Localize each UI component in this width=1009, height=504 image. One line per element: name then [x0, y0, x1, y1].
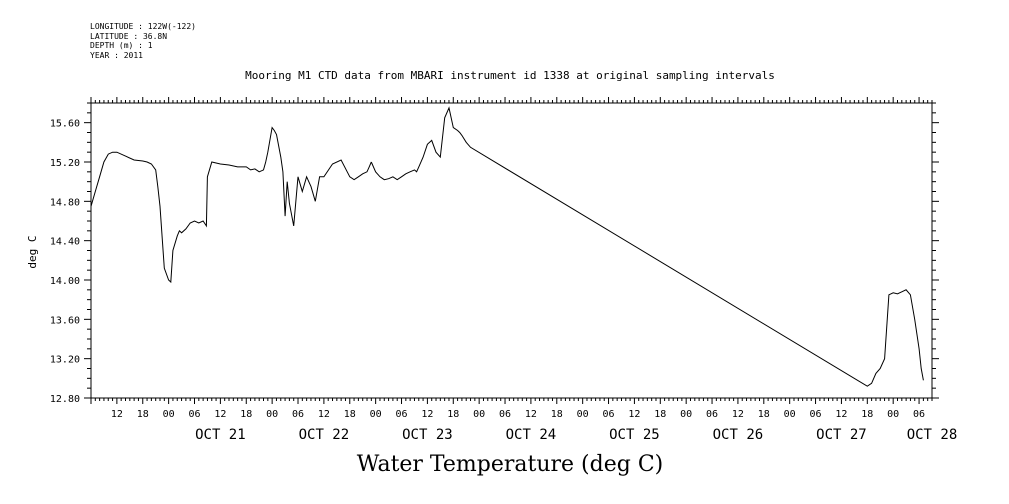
x-hour-tick-label: 18: [240, 409, 252, 420]
depth-label: DEPTH (m) : 1: [90, 41, 153, 50]
x-hour-tick-label: 18: [137, 409, 149, 420]
x-hour-tick-label: 00: [577, 409, 589, 420]
longitude-label: LONGITUDE : 122W(-122): [90, 22, 196, 31]
x-day-label: OCT 24: [506, 427, 557, 443]
x-hour-tick-label: 00: [680, 409, 692, 420]
x-day-label: OCT 21: [195, 427, 246, 443]
temperature-series-line: [90, 126, 372, 284]
y-tick-label: 14.00: [50, 276, 80, 287]
x-hour-tick-label: 06: [706, 409, 718, 420]
y-tick-label: 13.20: [50, 355, 80, 366]
x-hour-tick-label: 12: [525, 409, 537, 420]
figure-caption: Water Temperature (deg C): [356, 452, 664, 477]
x-day-label: OCT 27: [816, 427, 867, 443]
x-hour-tick-label: 12: [421, 409, 433, 420]
x-hour-tick-label: 18: [654, 409, 666, 420]
y-axis-label: deg C: [26, 235, 39, 268]
y-tick-label: 15.60: [50, 119, 80, 130]
y-tick-label: 13.60: [50, 315, 80, 326]
temperature-series-line: [370, 106, 924, 387]
x-hour-tick-label: 18: [758, 409, 770, 420]
chart-title: Mooring M1 CTD data from MBARI instrumen…: [245, 69, 775, 82]
x-hour-tick-label: 06: [913, 409, 925, 420]
x-day-label: OCT 23: [402, 427, 453, 443]
x-hour-tick-label: 06: [188, 409, 200, 420]
x-day-label: OCT 26: [713, 427, 764, 443]
x-hour-tick-label: 00: [370, 409, 382, 420]
x-hour-tick-label: 00: [163, 409, 175, 420]
x-day-label: OCT 28: [907, 427, 958, 443]
x-hour-tick-label: 18: [344, 409, 356, 420]
x-hour-tick-label: 12: [318, 409, 330, 420]
metadata-block: LONGITUDE : 122W(-122) LATITUDE : 36.8N …: [90, 22, 196, 60]
y-tick-label: 14.80: [50, 197, 80, 208]
x-hour-tick-label: 06: [395, 409, 407, 420]
plot-frame: [90, 102, 933, 399]
y-tick-label: 12.80: [50, 394, 80, 405]
x-hour-tick-label: 12: [628, 409, 640, 420]
x-hour-tick-label: 00: [266, 409, 278, 420]
x-hour-tick-label: 00: [784, 409, 796, 420]
x-hour-tick-label: 18: [861, 409, 873, 420]
x-hour-tick-label: 00: [887, 409, 899, 420]
x-hour-tick-label: 12: [835, 409, 847, 420]
x-hour-tick-label: 06: [292, 409, 304, 420]
x-hour-tick-label: 06: [499, 409, 511, 420]
y-tick-label: 14.40: [50, 237, 80, 248]
x-hour-tick-label: 06: [810, 409, 822, 420]
x-hour-tick-label: 18: [447, 409, 459, 420]
x-day-label: OCT 22: [299, 427, 350, 443]
x-hour-tick-label: 12: [214, 409, 226, 420]
x-hour-tick-label: 00: [473, 409, 485, 420]
x-hour-tick-label: 12: [732, 409, 744, 420]
x-hour-tick-label: 12: [111, 409, 123, 420]
x-hour-tick-label: 06: [603, 409, 615, 420]
latitude-label: LATITUDE : 36.8N: [90, 31, 168, 41]
x-hour-tick-label: 18: [551, 409, 563, 420]
x-day-label: OCT 25: [609, 427, 660, 443]
y-tick-label: 15.20: [50, 158, 80, 169]
year-label: YEAR : 2011: [90, 50, 143, 60]
